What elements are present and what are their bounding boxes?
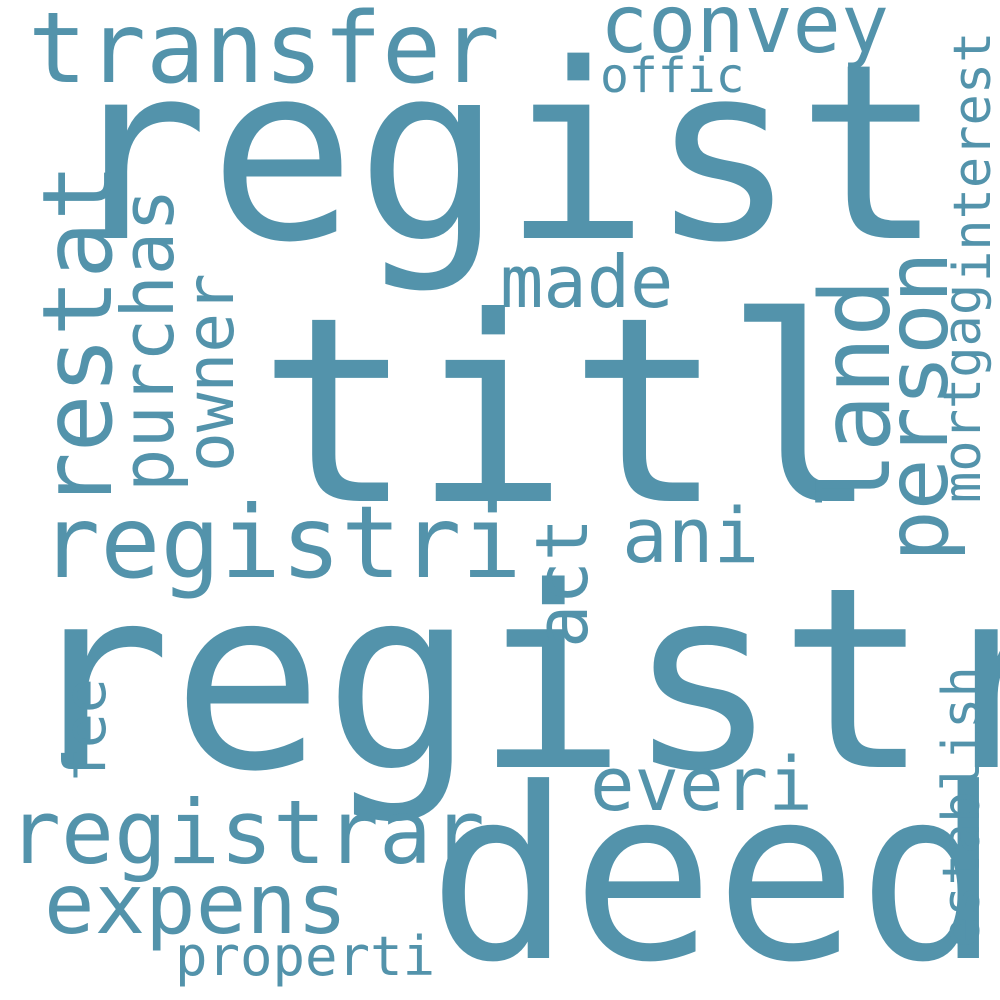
word-transfer: transfer [28, 0, 501, 106]
word-owner: owner [172, 273, 249, 472]
word-properti: properti [175, 925, 436, 988]
word-establish: establish [932, 666, 992, 948]
word-registrar: registrar [8, 781, 485, 884]
word-registri: registri [40, 484, 522, 601]
word-expens: expens [44, 855, 348, 953]
word-convey: convey [600, 0, 889, 71]
word-fee: fee [51, 678, 119, 783]
word-ani: ani [622, 491, 760, 580]
word-made: made [500, 240, 674, 324]
word-deed: deed [428, 738, 1000, 1000]
word-interest: interest [943, 31, 1000, 282]
word-act: act [520, 517, 604, 648]
word-titl: titl [258, 262, 880, 562]
word-registr: registr [20, 534, 1000, 827]
word-everi: everi [590, 742, 813, 828]
word-mortgag: mortgag [933, 283, 993, 503]
word-regist: regist [62, 12, 944, 296]
word-offic: offic [600, 48, 745, 104]
